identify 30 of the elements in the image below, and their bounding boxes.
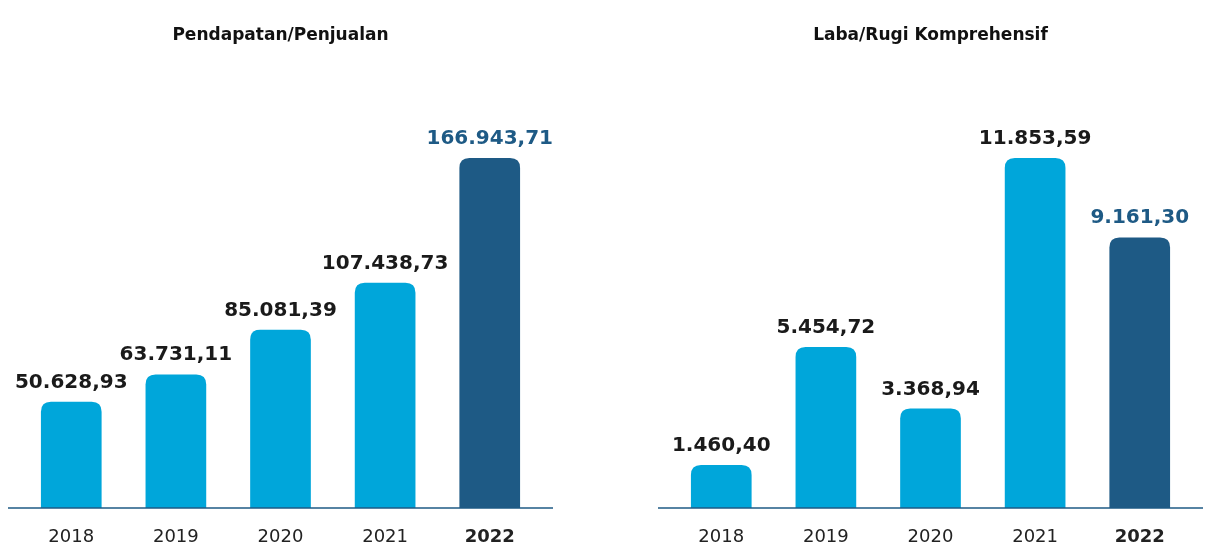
x-tick-label: 2019	[802, 525, 849, 546]
data-label: 3.368,94	[881, 375, 980, 400]
bar	[354, 282, 416, 508]
data-label: 85.081,39	[224, 296, 337, 321]
bar	[145, 374, 207, 508]
data-label: 5.454,72	[776, 313, 876, 338]
x-tick-label: 2020	[907, 525, 954, 546]
x-tick-label: 2021	[1012, 525, 1059, 546]
data-label: 11.853,59	[978, 125, 1092, 149]
data-label: 107.438,73	[321, 249, 449, 274]
x-tick-label: 2019	[152, 525, 199, 546]
bar	[1004, 158, 1066, 508]
bar	[795, 346, 857, 508]
bar	[40, 401, 102, 508]
x-tick-label: 2022	[464, 525, 515, 546]
x-tick-label: 2021	[362, 525, 409, 546]
x-tick-label: 2020	[257, 525, 304, 546]
data-label: 63.731,11	[119, 341, 233, 366]
bar	[690, 464, 752, 508]
data-label: 9.161,30	[1090, 204, 1190, 229]
data-label: 166.943,71	[426, 125, 553, 149]
x-tick-label: 2018	[48, 525, 95, 546]
chart-title: Pendapatan/Penjualan	[172, 24, 389, 44]
bar	[900, 408, 961, 508]
data-label: 50.628,93	[14, 368, 128, 393]
bar	[250, 329, 311, 508]
data-label: 1.460,40	[671, 431, 771, 456]
x-tick-label: 2022	[1114, 525, 1165, 546]
chart-title: Laba/Rugi Komprehensif	[813, 24, 1049, 44]
x-tick-label: 2018	[698, 525, 745, 546]
